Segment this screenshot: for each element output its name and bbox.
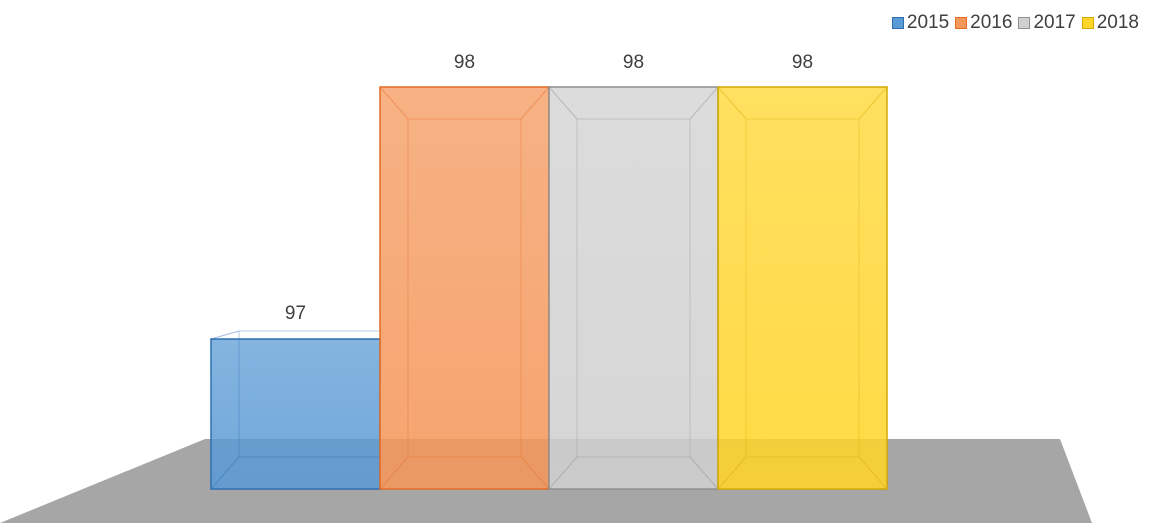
data-label-2016: 98 (454, 52, 475, 73)
bar-edge-2016-0 (379, 86, 409, 120)
bar-edge-2018-3 (858, 456, 888, 490)
legend-item-2016: 2016 (955, 12, 1012, 34)
bar-edge-2017-1 (689, 86, 719, 120)
bar-face-2016 (379, 86, 550, 490)
bar-face-2015 (210, 338, 381, 490)
bar-2018 (717, 86, 888, 490)
bar-face-2018 (717, 86, 888, 490)
bar-edge-2016-1 (520, 86, 550, 120)
legend-swatch-2015 (891, 17, 904, 29)
data-label-2017: 98 (623, 52, 644, 73)
legend-item-2017: 2017 (1018, 12, 1076, 34)
legend-swatch-2018 (1081, 17, 1094, 29)
bar-edge-2015-0 (210, 330, 240, 340)
bar-edge-2017-0 (548, 86, 578, 120)
legend-label-2016: 2016 (970, 12, 1013, 33)
bar-2017 (548, 86, 719, 490)
bar-edge-2018-1 (858, 86, 888, 120)
bar-edge-2016-3 (520, 456, 550, 490)
legend-swatch-2016 (955, 17, 968, 29)
bar-edge-2017-3 (689, 456, 719, 490)
legend-label-2017: 2017 (1033, 12, 1076, 33)
data-label-group: 97 98 98 98 (285, 52, 813, 324)
legend-label-2015: 2015 (906, 12, 950, 33)
bar-2016 (379, 86, 550, 490)
bar-inner-2016 (407, 118, 522, 458)
bar-face-2017 (548, 86, 719, 490)
bar-edge-2015-2 (210, 456, 240, 490)
legend-label-2018: 2018 (1096, 12, 1139, 33)
bar-inner-2018 (745, 118, 860, 458)
bar-2015 (210, 330, 381, 490)
bar-edge-2017-2 (548, 456, 578, 490)
bar-inner-2017 (576, 118, 691, 458)
bar-edge-2018-2 (717, 456, 747, 490)
legend-swatch-2017 (1018, 17, 1031, 29)
bar-edge-2016-2 (379, 456, 409, 490)
data-label-2015: 97 (285, 303, 306, 324)
data-label-2018: 98 (792, 52, 813, 73)
bar-group (210, 86, 888, 490)
legend: 2015 2016 2017 2018 (891, 12, 1139, 34)
legend-item-2015: 2015 (891, 12, 950, 34)
legend-item-2018: 2018 (1081, 12, 1139, 34)
bar-edge-2018-0 (717, 86, 747, 120)
